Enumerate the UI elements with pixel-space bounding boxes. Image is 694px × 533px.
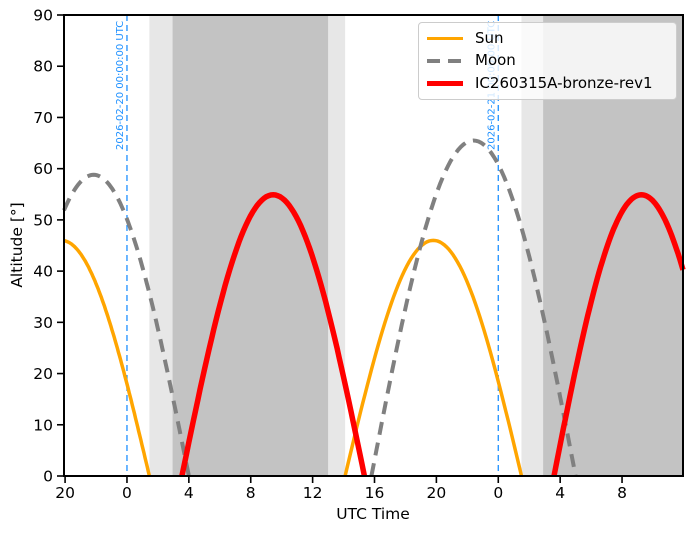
y-tick-label-4: 40 bbox=[33, 263, 53, 281]
x-axis-label: UTC Time bbox=[336, 505, 410, 523]
legend-label-sun: Sun bbox=[475, 28, 504, 47]
target-line-swatch bbox=[427, 80, 463, 87]
x-tick-label-3: 8 bbox=[246, 484, 256, 502]
moon-curve-1 bbox=[369, 138, 578, 477]
y-axis-label: Altitude [°] bbox=[8, 202, 26, 288]
x-tick-label-6: 20 bbox=[427, 484, 447, 502]
y-tick-label-7: 70 bbox=[33, 109, 53, 127]
ic260315a-bronze-rev1-curve-1 bbox=[551, 192, 686, 477]
y-tick-label-9: 90 bbox=[33, 7, 53, 25]
sun-line-swatch bbox=[427, 36, 463, 41]
y-tick-label-0: 0 bbox=[43, 468, 53, 486]
midnight-marker-label-0: 2026-02-20 00:00:00 UTC bbox=[115, 21, 126, 150]
x-tick-label-0: 20 bbox=[55, 484, 75, 502]
ic260315a-bronze-rev1-curve-0 bbox=[179, 192, 368, 477]
y-tick-label-2: 20 bbox=[33, 365, 53, 383]
y-tick-label-1: 10 bbox=[33, 416, 53, 434]
y-tick-label-5: 50 bbox=[33, 211, 53, 229]
axes-spines bbox=[63, 14, 684, 477]
x-tick-label-9: 8 bbox=[617, 484, 627, 502]
legend-entry-sun: Sun bbox=[419, 28, 676, 47]
legend-label-target: IC260315A-bronze-rev1 bbox=[475, 74, 653, 93]
sun-curve-1 bbox=[343, 238, 524, 477]
y-tick-label-6: 60 bbox=[33, 160, 53, 178]
x-tick-label-2: 4 bbox=[184, 484, 194, 502]
legend-box: Sun Moon IC260315A-bronze-rev1 bbox=[418, 22, 677, 100]
legend-entry-target: IC260315A-bronze-rev1 bbox=[419, 76, 676, 91]
moon-line-swatch bbox=[427, 58, 463, 63]
y-tick-label-3: 30 bbox=[33, 314, 53, 332]
x-tick-label-1: 0 bbox=[122, 484, 132, 502]
x-tick-label-5: 16 bbox=[365, 484, 385, 502]
y-tick-label-8: 80 bbox=[33, 58, 53, 76]
x-tick-label-8: 4 bbox=[555, 484, 565, 502]
x-tick-label-7: 0 bbox=[493, 484, 503, 502]
legend-label-moon: Moon bbox=[475, 51, 516, 70]
legend-entry-moon: Moon bbox=[419, 53, 676, 68]
x-tick-label-4: 12 bbox=[303, 484, 323, 502]
sun-curve-0 bbox=[63, 238, 152, 477]
